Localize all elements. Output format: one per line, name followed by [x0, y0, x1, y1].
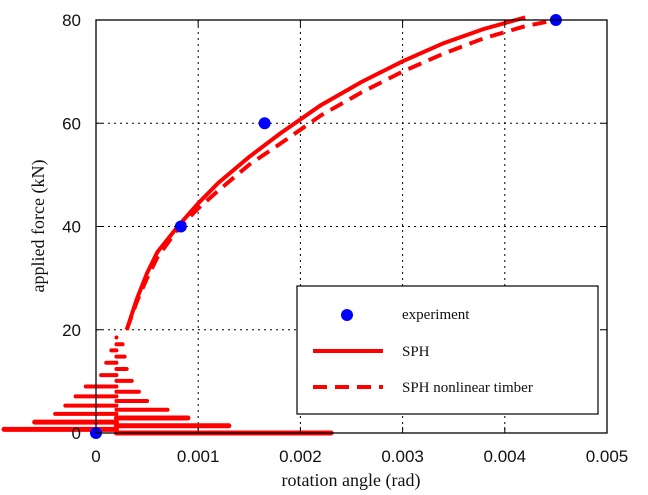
x-tick-label: 0	[91, 447, 100, 466]
x-tick-label: 0.004	[484, 447, 527, 466]
legend-label-sph: SPH	[402, 344, 430, 360]
y-tick-labels: 0 20 40 60 80	[62, 11, 81, 443]
experiment-point	[174, 220, 187, 233]
legend-label-sph-nonlinear: SPH nonlinear timber	[402, 380, 533, 396]
y-tick-label: 80	[62, 11, 81, 30]
axis-ticks	[95, 19, 608, 434]
x-tick-label: 0.001	[177, 447, 220, 466]
x-axis-title: rotation angle (rad)	[282, 470, 421, 491]
x-tick-label: 0.003	[381, 447, 424, 466]
experiment-points	[90, 14, 562, 439]
series-line-sph-nonlinear	[124, 18, 557, 331]
legend-label-experiment: experiment	[402, 307, 470, 323]
experiment-point	[258, 117, 271, 130]
y-tick-label: 60	[62, 114, 81, 133]
series-line-sph	[124, 15, 526, 331]
legend-marker-experiment	[341, 309, 353, 321]
legend: experiment SPH SPH nonlinear timber	[296, 285, 599, 415]
x-tick-label: 0.005	[586, 447, 629, 466]
x-tick-labels: 0 0.001 0.002 0.003 0.004 0.005	[91, 447, 628, 466]
y-tick-label: 20	[62, 321, 81, 340]
noise-band	[1, 335, 334, 436]
x-tick-label: 0.002	[279, 447, 322, 466]
series-lines	[124, 15, 557, 331]
y-axis-title: applied force (kN)	[28, 160, 49, 293]
y-tick-label: 40	[62, 218, 81, 237]
y-tick-label: 0	[72, 424, 81, 443]
